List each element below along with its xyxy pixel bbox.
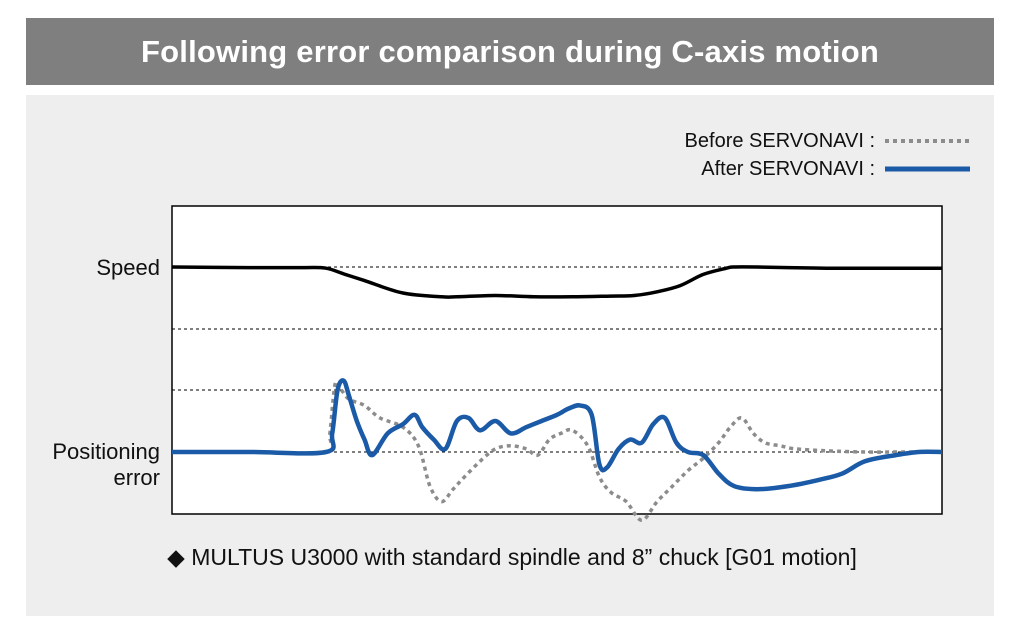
y-tick-label-speed: Speed xyxy=(96,255,160,280)
legend-label-before: Before SERVONAVI : xyxy=(685,130,875,152)
series-line-speed xyxy=(171,265,942,299)
legend: Before SERVONAVI : After SERVONAVI : xyxy=(685,130,970,180)
y-tick-label-error: error xyxy=(114,465,160,490)
series-line-after-servonavi xyxy=(172,378,943,492)
legend-label-after: After SERVONAVI : xyxy=(701,158,875,180)
chart-title-bar: Following error comparison during C-axis… xyxy=(26,18,994,85)
plot-area xyxy=(171,205,943,515)
series-line-before-servonavi xyxy=(172,379,942,522)
series-group xyxy=(171,265,943,522)
chart-footnote: ◆ MULTUS U3000 with standard spindle and… xyxy=(167,544,857,570)
y-tick-label-positioning: Positioning xyxy=(52,439,160,464)
chart-title: Following error comparison during C-axis… xyxy=(141,33,879,69)
